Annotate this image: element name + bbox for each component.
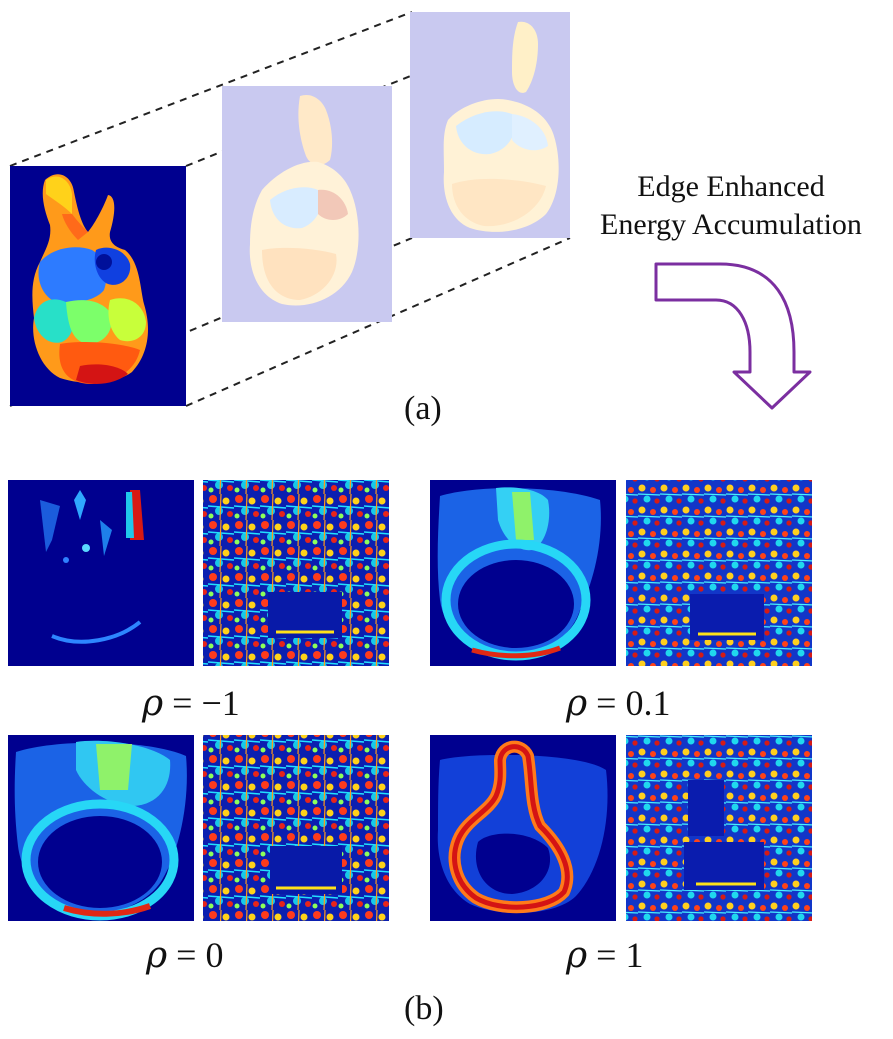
caption-b: (b) [404, 990, 444, 1027]
rho-value: = 1 [596, 935, 644, 975]
energy-map-rho-neg1 [8, 480, 194, 666]
annotation-line-1: Edge Enhanced [637, 170, 825, 203]
caption-a: (a) [404, 390, 442, 427]
rho-value: = 0 [176, 935, 224, 975]
noise-map-rho-1 [626, 735, 812, 921]
noise-map-rho-neg1 [203, 480, 389, 666]
energy-map-rho-0.1 [430, 480, 616, 666]
rho-symbol: ρ [146, 935, 168, 976]
rho-symbol: ρ [566, 935, 588, 976]
rho-symbol: ρ [566, 683, 588, 724]
rho-symbol: ρ [142, 683, 164, 724]
energy-map-rho-1 [430, 735, 616, 921]
annotation-text: Edge Enhanced Energy Accumulation [566, 168, 893, 244]
curved-arrow-icon [654, 262, 812, 410]
panel-b [8, 480, 812, 921]
overlay-frame-back [410, 12, 570, 238]
overlay-frame-middle [222, 86, 392, 322]
energy-map-rho-0 [8, 735, 194, 921]
rho-label-neg1: ρ = −1 [142, 682, 240, 724]
rho-label-1: ρ = 1 [566, 934, 643, 976]
rho-label-0.1: ρ = 0.1 [566, 682, 670, 724]
annotation-line-2: Energy Accumulation [600, 208, 862, 241]
rho-value: = 0.1 [596, 683, 671, 723]
depth-map-frame [10, 166, 186, 406]
noise-map-rho-0 [203, 735, 389, 921]
rho-value: = −1 [172, 683, 240, 723]
panel-a [9, 11, 812, 410]
noise-map-rho-0.1 [626, 480, 812, 666]
rho-label-0: ρ = 0 [146, 934, 223, 976]
